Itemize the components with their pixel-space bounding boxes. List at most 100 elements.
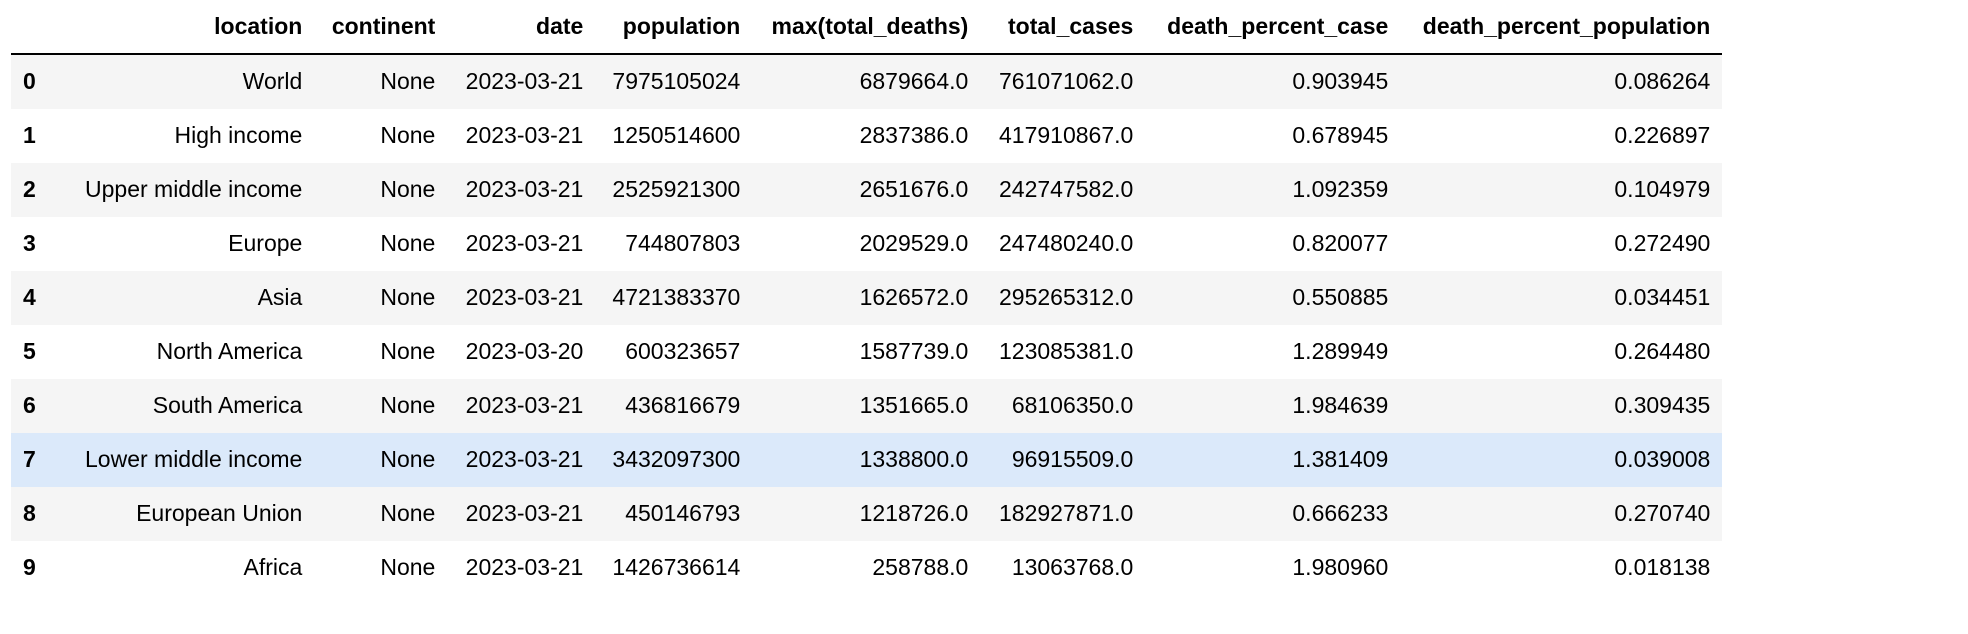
cell-total-cases: 182927871.0 (999, 500, 1134, 527)
cell-death-percent-case: 1.381409 (1292, 446, 1389, 473)
cell-total-cases: 242747582.0 (999, 176, 1134, 203)
cell-date: 2023-03-20 (465, 338, 584, 365)
cell-location: European Union (136, 500, 303, 527)
cell-total-cases: 761071062.0 (999, 68, 1134, 95)
cell-population: 4721383370 (612, 284, 741, 311)
cell-death-percent-population: 0.086264 (1614, 68, 1711, 95)
cell-population: 436816679 (625, 392, 741, 419)
cell-continent: None (380, 122, 436, 149)
cell-death-percent-case: 0.666233 (1292, 500, 1389, 527)
row-index-label: 0 (23, 68, 36, 95)
population-column-header: population (595, 0, 753, 55)
row-index-label: 3 (23, 230, 36, 257)
cell-continent: None (380, 446, 436, 473)
cell-population: 450146793 (625, 500, 741, 527)
cell-max-total-deaths: 1626572.0 (859, 284, 969, 311)
cell-date: 2023-03-21 (465, 554, 584, 581)
cell-location: North America (156, 338, 303, 365)
cell-continent: None (380, 392, 436, 419)
cell-total-cases: 68106350.0 (1011, 392, 1134, 419)
row-index-label: 1 (23, 122, 36, 149)
cell-date: 2023-03-21 (465, 392, 584, 419)
cell-location: High income (174, 122, 303, 149)
cell-continent: None (380, 284, 436, 311)
row-index-label: 6 (23, 392, 36, 419)
table-row: 9 Africa None 2023-03-21 1426736614 258788.0 1… (11, 541, 1722, 595)
cell-death-percent-population: 0.309435 (1614, 392, 1711, 419)
table-row: 2 Upper middle income None 2023-03-21 252592… (11, 163, 1723, 217)
cell-max-total-deaths: 258788.0 (872, 554, 969, 581)
cell-location: Africa (243, 554, 303, 581)
total-cases-column-header: total_cases (980, 0, 1146, 55)
cell-continent: None (380, 338, 436, 365)
location-column-header: location (73, 0, 315, 55)
cell-total-cases: 13063768.0 (1011, 554, 1134, 581)
cell-location: Europe (228, 230, 303, 257)
index-column-header (11, 0, 73, 55)
cell-max-total-deaths: 2029529.0 (859, 230, 969, 257)
table-row: 3 Europe None 2023-03-21 744807803 2029529.0 2… (11, 217, 1722, 271)
row-index-label: 5 (23, 338, 36, 365)
row-index-label: 8 (23, 500, 36, 527)
cell-location: Asia (257, 284, 303, 311)
cell-total-cases: 295265312.0 (999, 284, 1134, 311)
dataframe-output: location continent date population max(total… (11, 0, 1723, 595)
row-index-label: 2 (23, 176, 36, 203)
table-row: 1 High income None 2023-03-21 1250514600 2837… (11, 109, 1722, 163)
table-row: 8 European Union None 2023-03-21 450146793 12… (11, 487, 1723, 541)
cell-death-percent-case: 0.550885 (1292, 284, 1389, 311)
table-row: 6 South America None 2023-03-21 436816679 135… (11, 379, 1723, 433)
cell-max-total-deaths: 6879664.0 (859, 68, 969, 95)
cell-death-percent-case: 0.820077 (1292, 230, 1389, 257)
cell-population: 600323657 (625, 338, 741, 365)
cell-death-percent-population: 0.272490 (1614, 230, 1711, 257)
cell-population: 2525921300 (612, 176, 741, 203)
cell-date: 2023-03-21 (465, 500, 584, 527)
cell-death-percent-case: 1.984639 (1292, 392, 1389, 419)
cell-max-total-deaths: 1218726.0 (859, 500, 969, 527)
table-row: 0 World None 2023-03-21 7975105024 6879664.0 7… (11, 54, 1723, 109)
header-row: location continent date population max(total… (11, 0, 1723, 55)
dataframe-table: location continent date population max(total… (11, 0, 1723, 595)
cell-date: 2023-03-21 (465, 446, 584, 473)
row-index-label: 4 (23, 284, 36, 311)
cell-death-percent-population: 0.270740 (1614, 500, 1711, 527)
cell-continent: None (380, 176, 436, 203)
cell-max-total-deaths: 1338800.0 (859, 446, 969, 473)
cell-max-total-deaths: 2837386.0 (859, 122, 969, 149)
cell-total-cases: 247480240.0 (999, 230, 1134, 257)
cell-death-percent-case: 0.903945 (1292, 68, 1389, 95)
cell-max-total-deaths: 2651676.0 (859, 176, 969, 203)
cell-date: 2023-03-21 (465, 176, 584, 203)
cell-population: 7975105024 (612, 68, 741, 95)
cell-continent: None (380, 500, 436, 527)
cell-total-cases: 96915509.0 (1011, 446, 1134, 473)
table-row: 5 North America None 2023-03-20 600323657 158… (11, 325, 1722, 379)
cell-date: 2023-03-21 (465, 230, 584, 257)
cell-continent: None (380, 230, 436, 257)
table-body: 0 World None 2023-03-21 7975105024 6879664.0 7… (11, 54, 1723, 595)
max-total-deaths-column-header: max(total_deaths) (752, 0, 981, 55)
cell-death-percent-case: 1.092359 (1292, 176, 1389, 203)
death-percent-population-column-header: death_percent_population (1400, 0, 1723, 55)
cell-death-percent-case: 1.980960 (1292, 554, 1389, 581)
cell-continent: None (380, 554, 436, 581)
cell-total-cases: 123085381.0 (999, 338, 1134, 365)
cell-total-cases: 417910867.0 (999, 122, 1134, 149)
date-column-header: date (447, 0, 596, 55)
death-percent-case-column-header: death_percent_case (1145, 0, 1401, 55)
cell-date: 2023-03-21 (465, 284, 584, 311)
row-index-label: 9 (23, 554, 36, 581)
cell-population: 3432097300 (612, 446, 741, 473)
table-row-hovered: 7 Lower middle income None 2023-03-21 343209… (11, 433, 1723, 487)
cell-population: 744807803 (625, 230, 741, 257)
cell-population: 1426736614 (612, 554, 741, 581)
cell-date: 2023-03-21 (465, 68, 584, 95)
cell-death-percent-population: 0.018138 (1614, 554, 1711, 581)
cell-continent: None (380, 68, 436, 95)
cell-population: 1250514600 (612, 122, 741, 149)
cell-death-percent-population: 0.264480 (1614, 338, 1711, 365)
cell-death-percent-population: 0.226897 (1614, 122, 1711, 149)
cell-death-percent-case: 0.678945 (1292, 122, 1389, 149)
cell-death-percent-population: 0.034451 (1614, 284, 1711, 311)
